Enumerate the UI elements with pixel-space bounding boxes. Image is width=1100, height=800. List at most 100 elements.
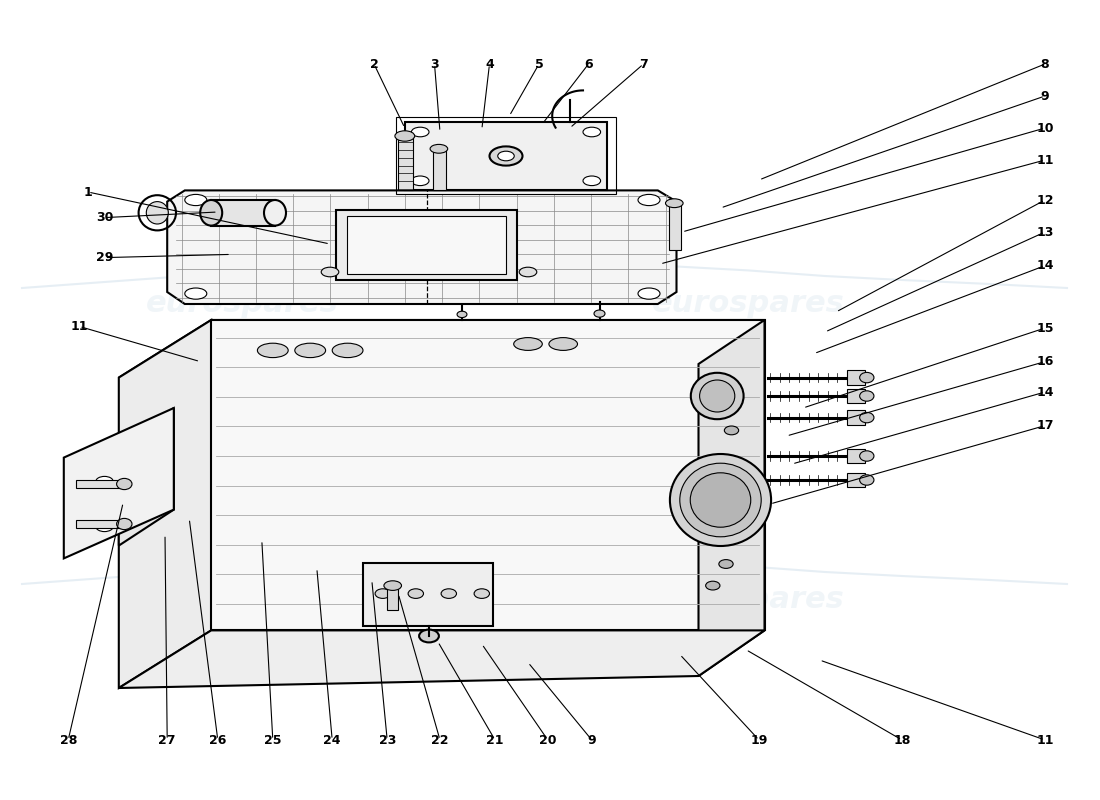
- Text: 9: 9: [1041, 90, 1049, 102]
- Ellipse shape: [860, 372, 875, 382]
- Polygon shape: [405, 122, 607, 190]
- Text: 3: 3: [430, 58, 439, 70]
- Ellipse shape: [257, 343, 288, 358]
- Ellipse shape: [691, 373, 744, 419]
- Ellipse shape: [594, 310, 605, 318]
- Ellipse shape: [185, 288, 207, 299]
- Text: 12: 12: [1036, 194, 1054, 206]
- Ellipse shape: [332, 343, 363, 358]
- Ellipse shape: [408, 589, 424, 598]
- Text: 22: 22: [431, 734, 449, 746]
- Ellipse shape: [860, 391, 875, 402]
- Ellipse shape: [724, 426, 739, 434]
- Bar: [847, 449, 865, 463]
- Bar: [847, 410, 865, 425]
- Text: 28: 28: [59, 734, 77, 746]
- Ellipse shape: [474, 589, 490, 598]
- Bar: [398, 136, 412, 190]
- Ellipse shape: [200, 200, 222, 226]
- Text: 25: 25: [264, 734, 282, 746]
- Polygon shape: [211, 320, 764, 630]
- Bar: [76, 480, 122, 488]
- Ellipse shape: [96, 522, 113, 531]
- Ellipse shape: [514, 338, 542, 350]
- Ellipse shape: [185, 194, 207, 206]
- Bar: [346, 216, 506, 274]
- Bar: [211, 200, 275, 226]
- Ellipse shape: [430, 145, 448, 154]
- Text: 10: 10: [1036, 122, 1054, 134]
- Bar: [387, 587, 398, 610]
- Text: 30: 30: [96, 211, 113, 224]
- Polygon shape: [119, 630, 764, 688]
- Ellipse shape: [411, 127, 429, 137]
- Text: 20: 20: [539, 734, 557, 746]
- Text: 5: 5: [535, 58, 543, 70]
- Text: 2: 2: [370, 58, 378, 70]
- Text: 24: 24: [323, 734, 341, 746]
- Ellipse shape: [860, 475, 875, 485]
- Text: eurospares: eurospares: [651, 290, 845, 318]
- Ellipse shape: [666, 199, 683, 208]
- Polygon shape: [64, 408, 174, 558]
- Ellipse shape: [680, 463, 761, 537]
- Text: 29: 29: [96, 251, 113, 264]
- Text: 7: 7: [639, 58, 648, 70]
- Ellipse shape: [719, 560, 733, 568]
- Ellipse shape: [860, 413, 875, 422]
- Text: 23: 23: [378, 734, 396, 746]
- Ellipse shape: [497, 151, 515, 161]
- Ellipse shape: [670, 454, 771, 546]
- Text: 17: 17: [1036, 419, 1054, 432]
- Ellipse shape: [419, 630, 439, 642]
- Ellipse shape: [490, 146, 522, 166]
- Text: 11: 11: [1036, 734, 1054, 746]
- Bar: [847, 473, 865, 487]
- Ellipse shape: [117, 478, 132, 490]
- Bar: [363, 563, 493, 626]
- Ellipse shape: [583, 127, 601, 137]
- Text: eurospares: eurospares: [145, 290, 339, 318]
- Ellipse shape: [458, 311, 466, 318]
- Polygon shape: [119, 408, 174, 546]
- Ellipse shape: [411, 176, 429, 186]
- Text: 8: 8: [1041, 58, 1049, 70]
- Text: 26: 26: [209, 734, 227, 746]
- Ellipse shape: [321, 267, 339, 277]
- Bar: [669, 203, 681, 250]
- Text: eurospares: eurospares: [145, 586, 339, 614]
- Text: 1: 1: [84, 186, 92, 198]
- Text: 11: 11: [70, 320, 88, 333]
- Ellipse shape: [264, 200, 286, 226]
- Ellipse shape: [384, 581, 402, 590]
- Text: 18: 18: [893, 734, 911, 746]
- Bar: [847, 389, 865, 403]
- Ellipse shape: [146, 202, 168, 224]
- Text: 13: 13: [1036, 226, 1054, 238]
- Text: 19: 19: [750, 734, 768, 746]
- Bar: [847, 370, 865, 385]
- Ellipse shape: [638, 288, 660, 299]
- Ellipse shape: [117, 518, 132, 530]
- Ellipse shape: [519, 267, 537, 277]
- Bar: [433, 149, 446, 190]
- Ellipse shape: [691, 473, 750, 527]
- Ellipse shape: [700, 380, 735, 412]
- Polygon shape: [698, 320, 764, 676]
- Polygon shape: [119, 320, 764, 400]
- Ellipse shape: [441, 589, 456, 598]
- Text: 4: 4: [485, 58, 494, 70]
- Text: 9: 9: [587, 734, 596, 746]
- Ellipse shape: [583, 176, 601, 186]
- Text: 6: 6: [584, 58, 593, 70]
- Ellipse shape: [375, 589, 390, 598]
- Text: eurospares: eurospares: [651, 586, 845, 614]
- Polygon shape: [167, 190, 676, 304]
- Ellipse shape: [96, 476, 113, 486]
- Text: 16: 16: [1036, 355, 1054, 368]
- Bar: [336, 210, 517, 280]
- Text: 14: 14: [1036, 386, 1054, 398]
- Ellipse shape: [549, 338, 578, 350]
- Text: 21: 21: [486, 734, 504, 746]
- Ellipse shape: [395, 130, 415, 141]
